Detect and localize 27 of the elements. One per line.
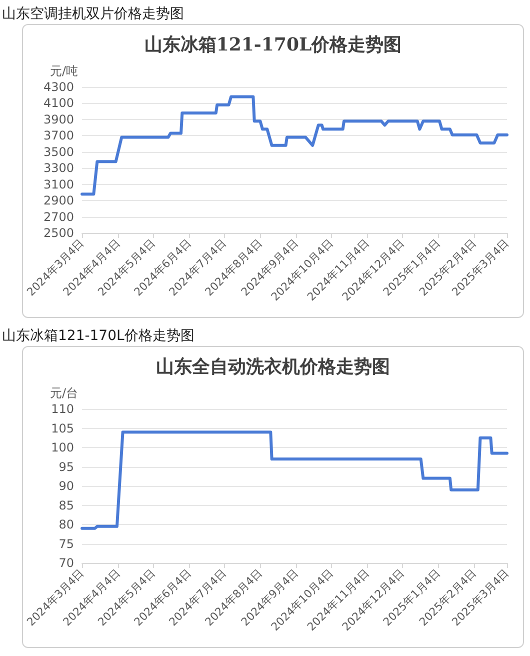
y-tick-label: 105 [51,421,74,436]
y-tick-label: 3900 [43,112,74,126]
y-tick-label: 3500 [43,144,74,159]
chart-title: 山东全自动洗衣机价格走势图 [156,356,390,378]
y-axis-title: 元/台 [50,386,78,400]
text: 山东冰箱121-170L价格走势图 [1,327,196,346]
y-tick-label: 3300 [43,161,74,176]
text: 山东空调挂机双片价格走势图 [1,5,185,24]
y-tick-label: 4100 [43,96,74,110]
y-tick-label: 4300 [43,80,74,94]
line-series [80,430,508,530]
y-tick-label: 90 [58,479,74,493]
y-tick-label: 2500 [43,226,74,240]
y-tick-label: 3100 [43,177,74,192]
y-tick-label: 75 [58,536,74,551]
y-tick-label: 95 [58,460,74,474]
y-tick-label: 100 [51,440,74,454]
chart-title: 山东冰箱121-170L价格走势图 [144,34,402,56]
y-tick-label: 70 [58,556,74,570]
y-tick-label: 80 [58,518,74,532]
line-series [80,95,508,196]
y-tick-label: 2700 [43,210,74,224]
y-tick-label: 3700 [43,128,74,143]
y-tick-label: 110 [51,402,74,416]
y-axis-title: 元/吨 [50,64,78,78]
y-tick-label: 85 [58,498,74,512]
y-tick-label: 2900 [43,194,74,208]
